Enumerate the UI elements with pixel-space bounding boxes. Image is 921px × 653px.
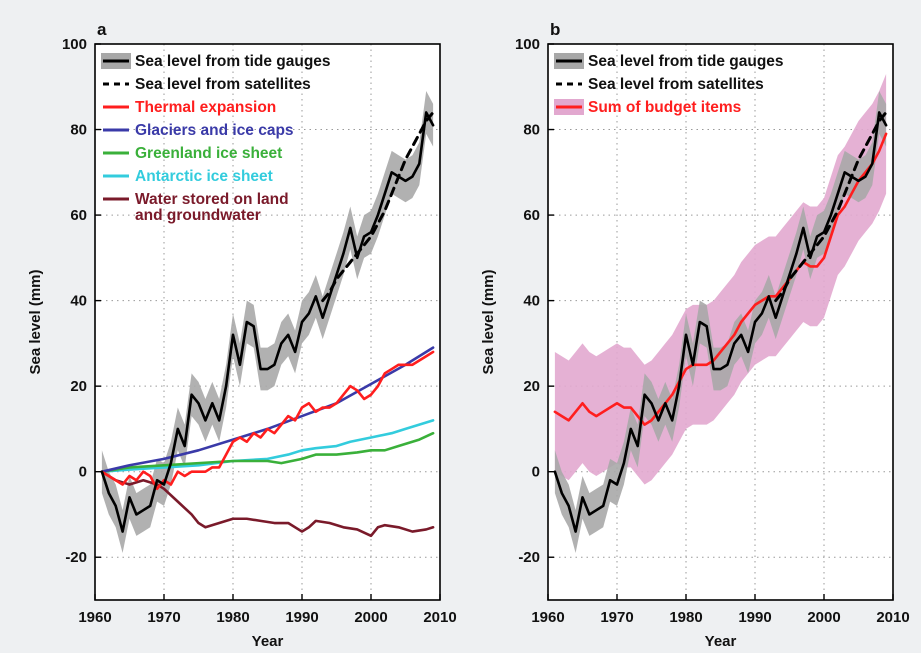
x-axis-label: Year [705, 633, 737, 648]
y-tick-label: 40 [70, 293, 87, 310]
y-tick-label: 40 [523, 293, 540, 310]
panel-b: 1960 1970 1980 1990 2000 2010 -20 0 20 40 60 80 100 Y… [480, 20, 910, 650]
series-line [321, 110, 435, 303]
y-tick-label: 80 [523, 122, 540, 139]
y-tick-label: 20 [523, 378, 540, 395]
y-axis-label: Sea level (mm) [27, 269, 44, 374]
y-tick-label: 60 [523, 207, 540, 224]
legend-label: Greenland ice sheet [135, 145, 282, 162]
axes-frame [547, 43, 894, 601]
series-line [100, 470, 435, 538]
x-tick-label: 1960 [531, 609, 564, 626]
panel-letter: b [550, 20, 560, 39]
legend-label: Thermal expansion [135, 99, 276, 116]
x-tick-label: 1990 [285, 609, 318, 626]
x-tick-label: 1990 [738, 609, 771, 626]
y-tick-label: 0 [79, 464, 87, 481]
legend-label: Sea level from tide gauges [135, 53, 331, 70]
x-tick-label: 1970 [600, 609, 633, 626]
y-tick-label: 0 [532, 464, 540, 481]
y-tick-label: 80 [70, 122, 87, 139]
y-tick-label: -20 [518, 549, 540, 566]
series-line [100, 431, 435, 473]
legend-label: Sea level from satellites [135, 76, 311, 93]
y-axis-label: Sea level (mm) [480, 269, 497, 374]
x-axis-label: Year [252, 633, 284, 648]
y-tick-label: 100 [515, 36, 540, 53]
series-line [100, 111, 435, 533]
x-tick-label: 2010 [423, 609, 456, 626]
legend-label: Antarctic ice sheet [135, 168, 273, 185]
x-tick-label: 1980 [669, 609, 702, 626]
legend-label: and groundwater [135, 207, 261, 224]
series-line [100, 419, 435, 473]
x-tick-label: 2010 [876, 609, 909, 626]
legend-label: Sea level from satellites [588, 76, 764, 93]
panel-a: 1960 1970 1980 1990 2000 2010 -20 0 20 40 60 80 100 Y… [27, 20, 457, 650]
legend-label: Water stored on land [135, 191, 289, 208]
panel-letter: a [97, 20, 107, 39]
series-line [774, 110, 888, 303]
x-tick-label: 1970 [147, 609, 180, 626]
x-tick-label: 1960 [78, 609, 111, 626]
x-tick-label: 1980 [216, 609, 249, 626]
series-line [553, 111, 888, 533]
legend-label: Sea level from tide gauges [588, 53, 784, 70]
series-line [100, 350, 435, 491]
x-tick-label: 2000 [807, 609, 840, 626]
series-band [554, 73, 887, 485]
y-tick-label: 100 [62, 36, 87, 53]
y-tick-label: -20 [65, 549, 87, 566]
axes-frame [94, 43, 441, 601]
legend-label: Sum of budget items [588, 99, 741, 116]
x-tick-label: 2000 [354, 609, 387, 626]
y-tick-label: 20 [70, 378, 87, 395]
y-tick-label: 60 [70, 207, 87, 224]
series-line [553, 132, 888, 426]
legend-label: Glaciers and ice caps [135, 122, 294, 139]
